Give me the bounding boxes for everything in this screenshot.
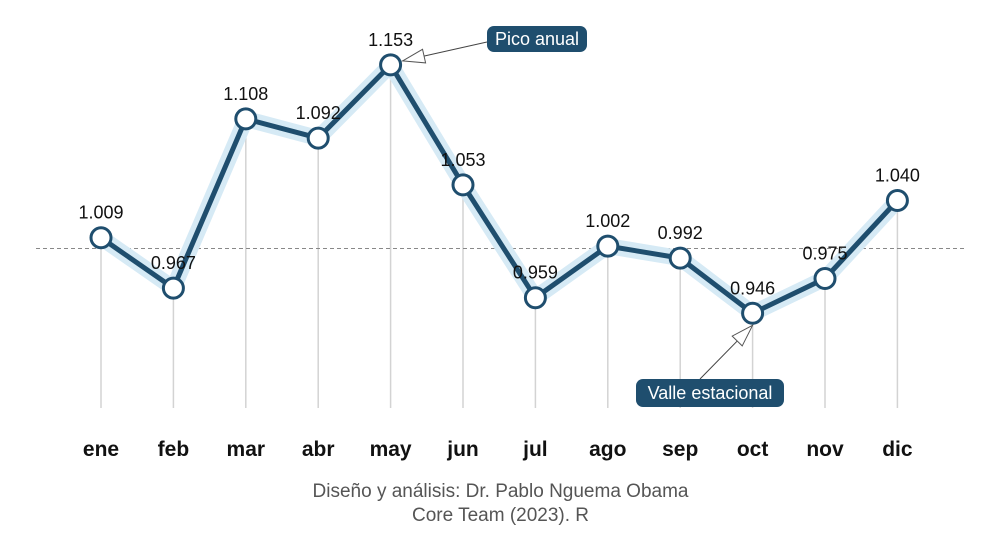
data-point-mar	[234, 107, 258, 131]
x-tick-nov: nov	[806, 438, 844, 461]
value-label-mar: 1.108	[223, 84, 268, 104]
annotation-box-0	[487, 26, 587, 52]
x-tick-dic: dic	[882, 438, 913, 461]
x-tick-ene: ene	[83, 438, 119, 461]
data-point-abr	[306, 126, 330, 150]
annotation-arrowhead-1	[731, 324, 754, 347]
x-tick-mar: mar	[227, 438, 266, 461]
annotation-arrowhead-0	[400, 48, 427, 64]
value-label-jun: 1.053	[440, 150, 485, 170]
data-point-feb	[161, 276, 185, 300]
caption-author: Diseño y análisis: Dr. Pablo Nguema Obam…	[312, 481, 689, 502]
value-label-ene: 1.009	[78, 203, 123, 223]
x-tick-abr: abr	[302, 438, 335, 461]
data-point-may	[379, 53, 403, 77]
grid-lines	[100, 74, 899, 408]
value-label-sep: 0.992	[658, 223, 703, 243]
caption-source: Core Team (2023). R	[411, 505, 590, 526]
data-points	[89, 53, 909, 325]
data-point-jun	[451, 173, 475, 197]
value-label-nov: 0.975	[802, 244, 847, 264]
value-label-may: 1.153	[368, 30, 413, 50]
series-halo	[93, 56, 906, 322]
data-point-nov	[813, 267, 837, 290]
x-tick-sep: sep	[662, 438, 698, 461]
data-point-sep	[668, 246, 692, 270]
x-axis-ticks: ene feb mar abr may jun jul ago sep oct nov dic	[83, 438, 913, 461]
value-label-feb: 0.967	[151, 253, 196, 273]
x-tick-ago: ago	[589, 438, 626, 461]
value-label-ago: 1.002	[585, 211, 630, 231]
value-label-jul: 0.959	[513, 263, 558, 283]
annotation-label-1: Valle estacional	[648, 383, 773, 403]
data-point-oct	[741, 301, 765, 325]
annotation-box-1	[636, 379, 784, 407]
data-point-dic	[885, 189, 909, 212]
data-point-ago	[596, 234, 620, 258]
x-tick-oct: oct	[737, 438, 769, 461]
x-tick-feb: feb	[158, 438, 190, 461]
annotation-label-0: Pico anual	[495, 29, 579, 49]
value-label-dic: 1.040	[875, 166, 920, 186]
annotations: Pico anual Valle estacional	[400, 26, 784, 407]
series-line	[99, 62, 900, 316]
value-label-abr: 1.092	[296, 103, 341, 123]
x-tick-jun: jun	[446, 438, 479, 461]
value-label-oct: 0.946	[730, 278, 775, 298]
data-point-jul	[523, 286, 547, 310]
data-point-ene	[89, 226, 113, 250]
value-labels: 1.009 0.967 1.108 1.092 1.153 1.053 0.959 1.002…	[78, 30, 919, 298]
x-tick-jul: jul	[522, 438, 548, 461]
x-tick-may: may	[370, 438, 412, 461]
